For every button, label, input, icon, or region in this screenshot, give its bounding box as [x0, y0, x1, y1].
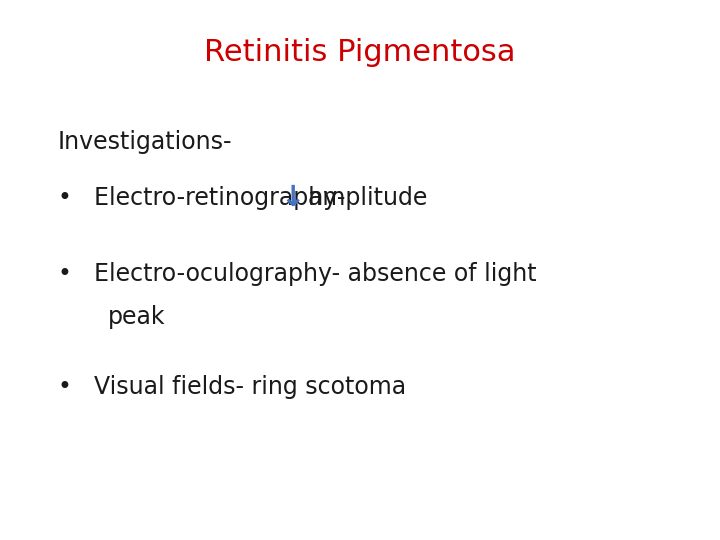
Text: •: •	[58, 375, 71, 399]
Text: •: •	[58, 262, 71, 286]
Text: Retinitis Pigmentosa: Retinitis Pigmentosa	[204, 38, 516, 67]
Text: •: •	[58, 186, 71, 210]
Text: Visual fields- ring scotoma: Visual fields- ring scotoma	[94, 375, 406, 399]
Text: amplitude: amplitude	[293, 186, 428, 210]
Text: ↓: ↓	[281, 184, 305, 212]
Text: Electro-oculography- absence of light: Electro-oculography- absence of light	[94, 262, 536, 286]
Text: Investigations-: Investigations-	[58, 130, 232, 153]
Text: Electro-retinography-: Electro-retinography-	[94, 186, 353, 210]
Text: peak: peak	[108, 305, 166, 329]
